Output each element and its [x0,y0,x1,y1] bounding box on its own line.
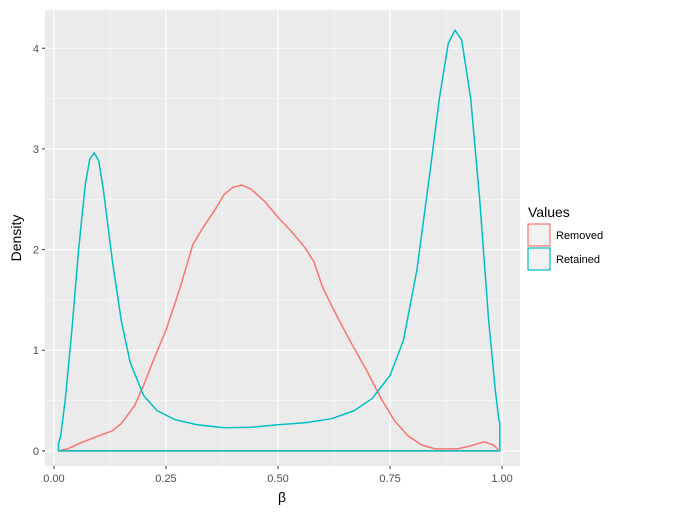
legend: Values Removed Retained [527,204,603,271]
legend-label-removed: Removed [556,230,603,242]
legend-keys: Removed Retained [527,223,603,271]
y-axis-ticks: 0 1 2 3 4 [33,43,45,458]
legend-key-retained [527,247,551,271]
minor-gridlines [45,10,520,466]
x-tick-label: 1.00 [491,473,512,485]
plot-panel [45,10,520,466]
density-curve-removed [57,184,499,452]
y-axis-title: Density [8,215,24,262]
y-tick-label: 4 [33,43,39,55]
y-tick-label: 3 [33,144,39,156]
x-axis-title: β [278,489,286,505]
density-curve-retained [57,29,501,452]
y-tick-label: 0 [33,446,39,458]
x-tick-label: 0.50 [267,473,288,485]
x-axis-ticks: 0.00 0.25 0.50 0.75 1.00 [43,466,513,485]
legend-title: Values [528,204,570,220]
legend-label-retained: Retained [556,254,600,266]
y-tick-label: 1 [33,345,39,357]
x-tick-label: 0.75 [379,473,400,485]
y-tick-label: 2 [33,245,39,257]
legend-key-removed [527,223,551,247]
x-tick-label: 0.00 [43,473,64,485]
density-series [57,29,501,452]
x-tick-label: 0.25 [155,473,176,485]
